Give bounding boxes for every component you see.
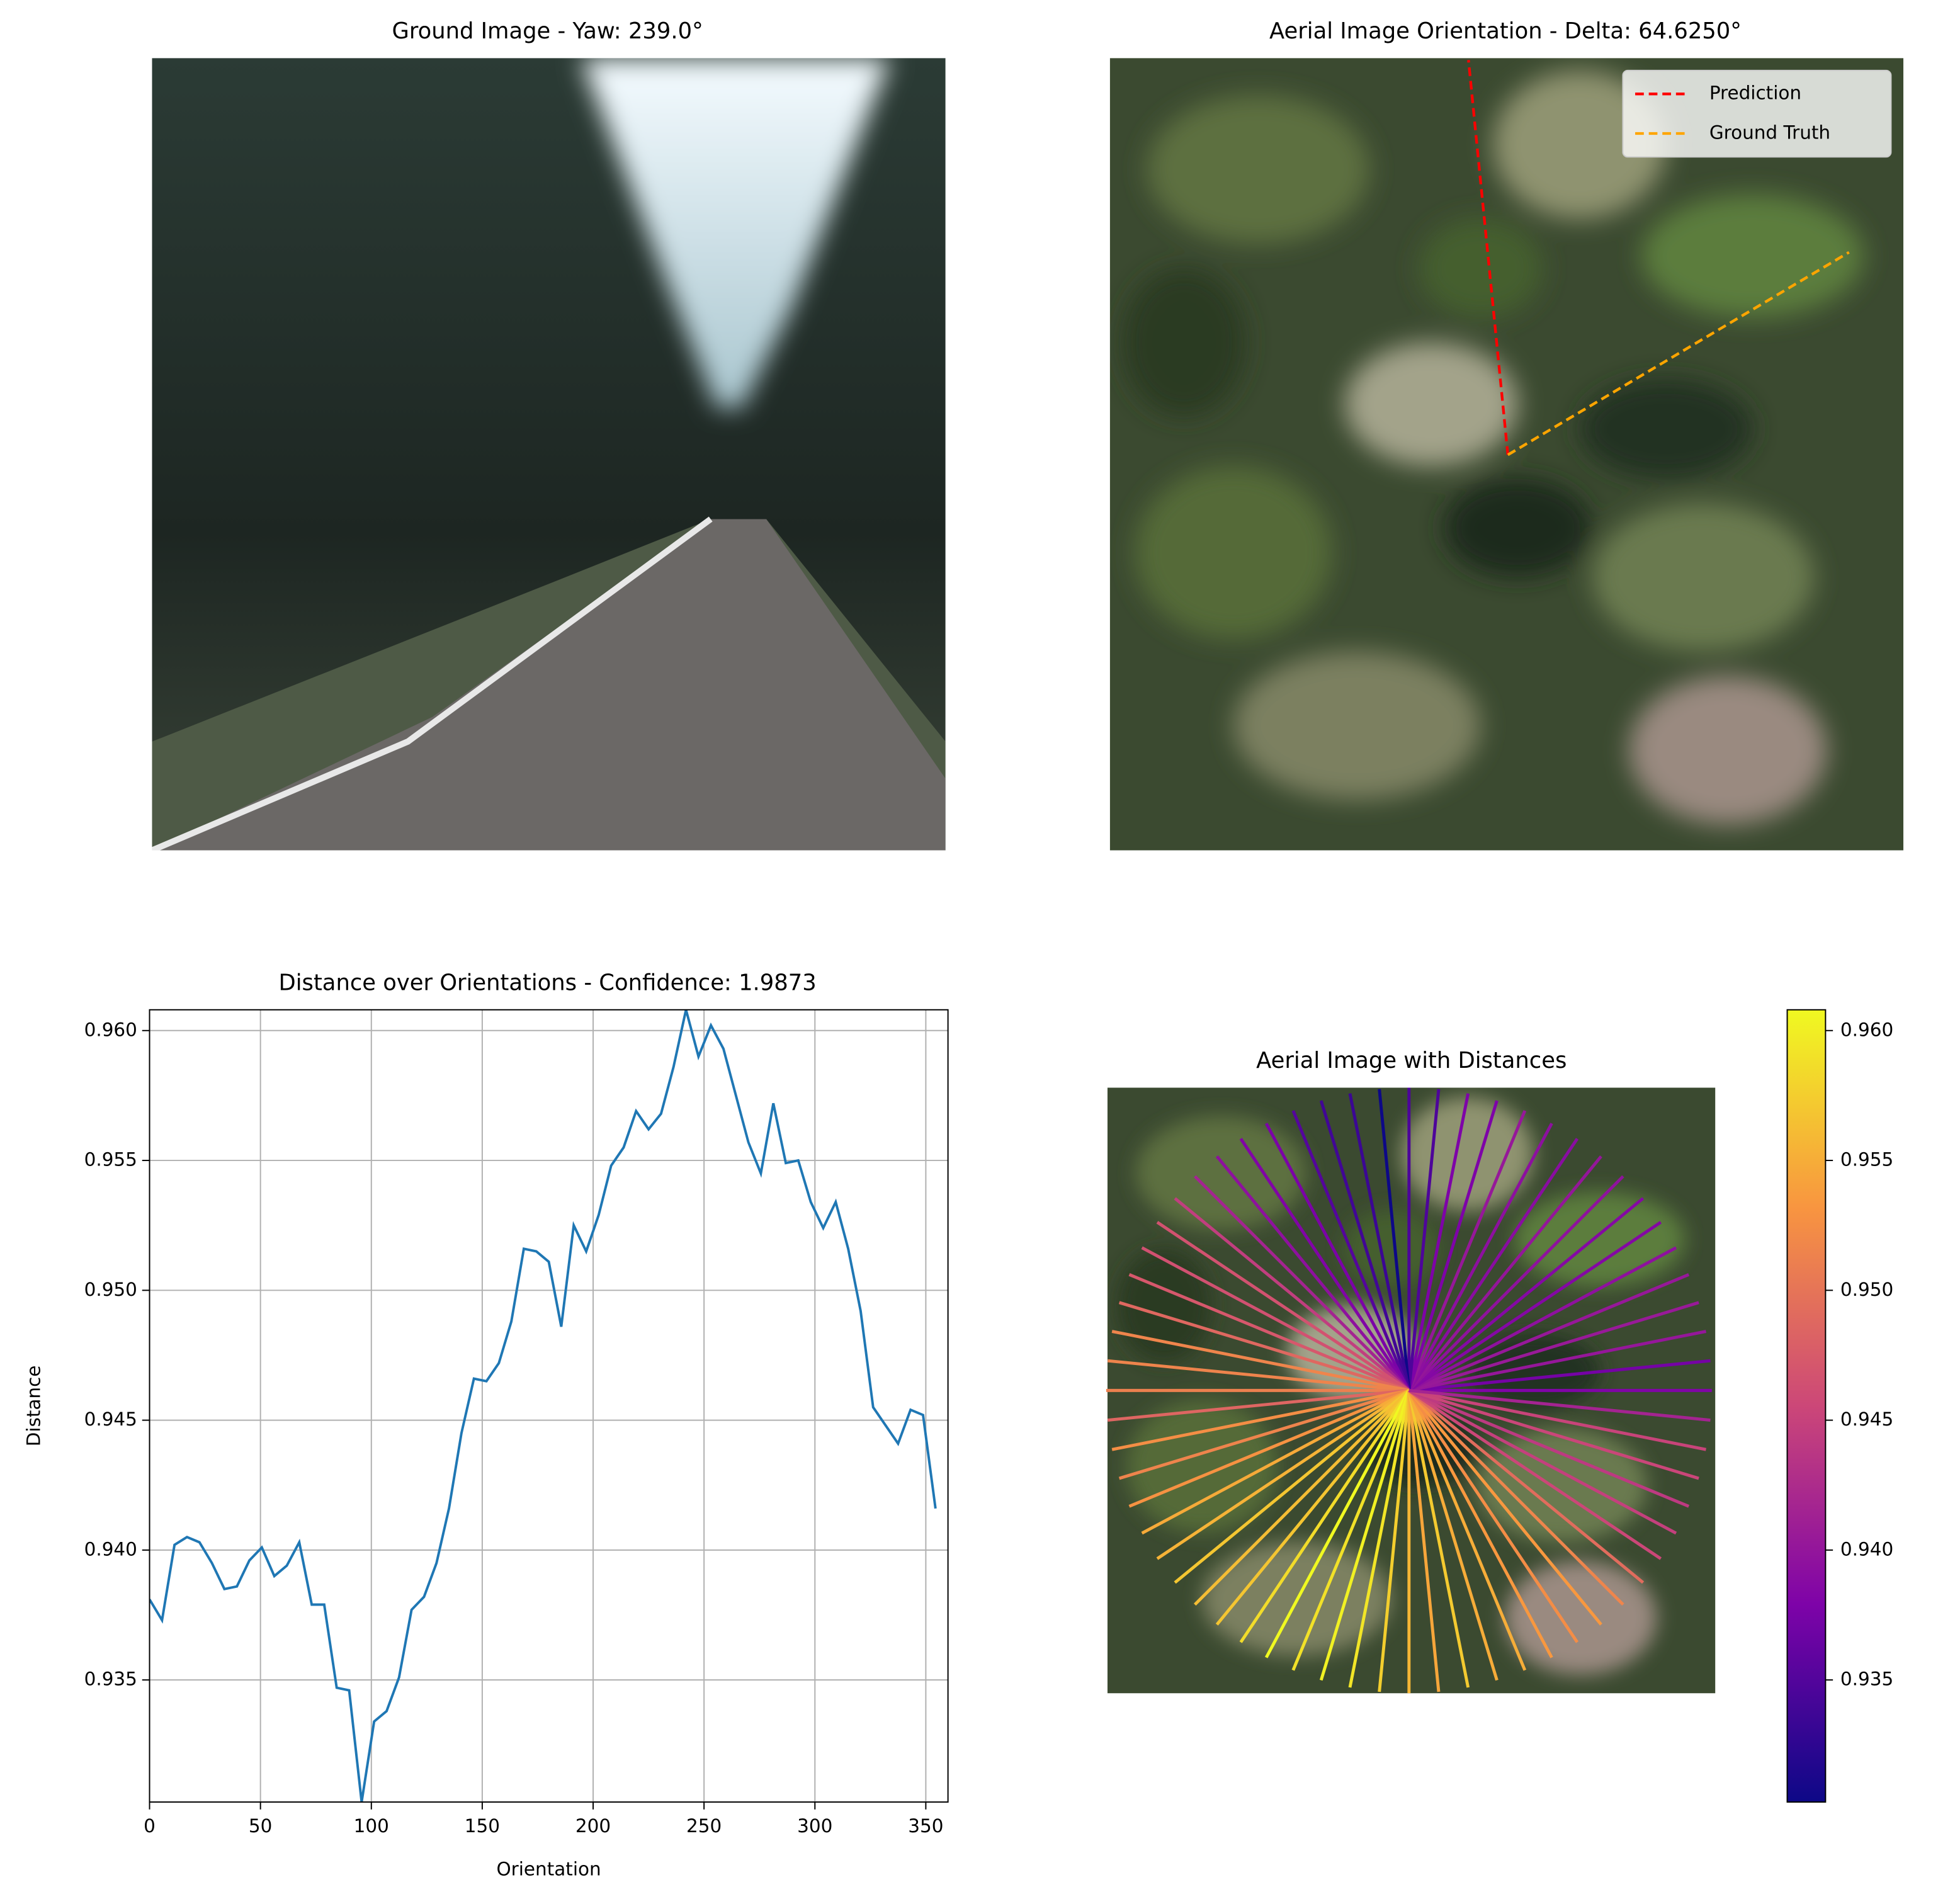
- radial-line: [1407, 1390, 1527, 1671]
- x-tick-label: 150: [465, 1815, 500, 1837]
- radial-line: [1408, 1359, 1711, 1392]
- radial-line: [1319, 1100, 1411, 1391]
- radial-line: [1174, 1197, 1410, 1392]
- chart-title: Aerial Image with Distances: [1256, 1048, 1567, 1074]
- colorbar-tick-label: 0.935: [1840, 1669, 1893, 1690]
- radial-line: [1118, 1301, 1410, 1392]
- radial-line: [1407, 1155, 1602, 1391]
- radial-line: [1141, 1246, 1410, 1392]
- radial-line: [1239, 1390, 1410, 1643]
- radial-line: [1408, 1388, 1711, 1422]
- radial-line: [1408, 1389, 1662, 1560]
- radial-line: [1111, 1330, 1410, 1392]
- data-line: [149, 1009, 937, 1803]
- radial-line: [1319, 1390, 1411, 1681]
- radial-line: [1194, 1389, 1410, 1606]
- radial-line: [1118, 1389, 1410, 1480]
- radial-line: [1107, 1359, 1410, 1392]
- colorbar-tick-label: 0.940: [1840, 1538, 1893, 1560]
- radial-line: [1408, 1330, 1707, 1392]
- colorbar-tick-label: 0.945: [1840, 1408, 1893, 1430]
- radial-line: [1128, 1389, 1410, 1508]
- chart-title: Distance over Orientations - Confidence:…: [279, 970, 817, 996]
- orientation-line: [1467, 60, 1510, 455]
- radial-line: [1408, 1273, 1690, 1392]
- radial-line: [1407, 1390, 1470, 1688]
- legend-label: Ground Truth: [1709, 122, 1830, 144]
- radial-line: [1407, 1138, 1579, 1391]
- radial-line: [1215, 1389, 1410, 1626]
- x-tick-label: 350: [908, 1815, 943, 1837]
- radial-line: [1156, 1389, 1410, 1560]
- radial-line: [1408, 1388, 1707, 1451]
- chart-title: Aerial Image Orientation - Delta: 64.625…: [1269, 18, 1742, 44]
- radial-line: [1239, 1138, 1410, 1391]
- ground-image: [152, 58, 946, 851]
- colorbar-tick-label: 0.955: [1840, 1149, 1893, 1170]
- axes-frame: [149, 1009, 949, 1803]
- radial-line: [1128, 1273, 1410, 1392]
- y-tick-label: 0.955: [84, 1149, 137, 1170]
- radial-line: [1407, 1089, 1441, 1391]
- radial-line: [1408, 1246, 1677, 1392]
- y-tick-label: 0.950: [84, 1279, 137, 1300]
- radial-line: [1291, 1110, 1411, 1391]
- radial-line: [1408, 1197, 1645, 1392]
- radial-line: [1107, 1388, 1410, 1422]
- radial-line: [1194, 1175, 1410, 1392]
- x-tick-label: 0: [144, 1815, 156, 1837]
- legend-box: [1622, 69, 1892, 158]
- radial-line: [1264, 1123, 1410, 1391]
- y-tick-label: 0.935: [84, 1669, 137, 1690]
- x-tick-label: 100: [354, 1815, 389, 1837]
- radial-line: [1407, 1110, 1527, 1391]
- radial-line: [1407, 1390, 1553, 1658]
- colorbar: [1786, 1009, 1827, 1803]
- radial-line: [1408, 1389, 1677, 1535]
- radial-line: [1408, 1389, 1690, 1508]
- radial-line: [1408, 1389, 1624, 1606]
- radial-line: [1407, 1390, 1499, 1681]
- radial-line: [1408, 1175, 1624, 1392]
- x-tick-label: 200: [575, 1815, 611, 1837]
- radial-line: [1408, 1221, 1662, 1392]
- radial-line: [1156, 1221, 1410, 1392]
- orientation-line: [1507, 251, 1850, 456]
- x-tick-label: 300: [797, 1815, 832, 1837]
- radial-line: [1407, 1389, 1602, 1626]
- radial-line: [1141, 1389, 1410, 1535]
- radial-line: [1174, 1389, 1410, 1584]
- radial-line: [1407, 1123, 1553, 1391]
- legend-label: Prediction: [1709, 82, 1801, 104]
- radial-line: [1348, 1390, 1411, 1688]
- radial-line: [1378, 1089, 1411, 1391]
- radial-line: [1215, 1155, 1410, 1391]
- y-tick-label: 0.940: [84, 1538, 137, 1560]
- y-axis-label: Distance: [23, 1366, 44, 1447]
- radial-line: [1408, 1301, 1699, 1392]
- radial-line: [1407, 1390, 1441, 1692]
- radial-line: [1291, 1390, 1411, 1671]
- radial-line: [1408, 1389, 1699, 1480]
- radial-line: [1407, 1390, 1579, 1643]
- radial-line: [1408, 1389, 1645, 1584]
- radial-line: [1407, 1093, 1470, 1391]
- radial-line: [1264, 1390, 1410, 1658]
- radial-line: [1378, 1390, 1411, 1692]
- radial-line: [1407, 1100, 1499, 1391]
- x-tick-label: 250: [686, 1815, 722, 1837]
- radial-line: [1348, 1093, 1411, 1391]
- y-tick-label: 0.945: [84, 1408, 137, 1430]
- radial-line: [1111, 1388, 1410, 1451]
- x-axis-label: Orientation: [496, 1859, 601, 1880]
- colorbar-tick-label: 0.950: [1840, 1279, 1893, 1300]
- colorbar-tick-label: 0.960: [1840, 1019, 1893, 1040]
- chart-title: Ground Image - Yaw: 239.0°: [392, 18, 703, 44]
- x-tick-label: 50: [249, 1815, 272, 1837]
- y-tick-label: 0.960: [84, 1019, 137, 1040]
